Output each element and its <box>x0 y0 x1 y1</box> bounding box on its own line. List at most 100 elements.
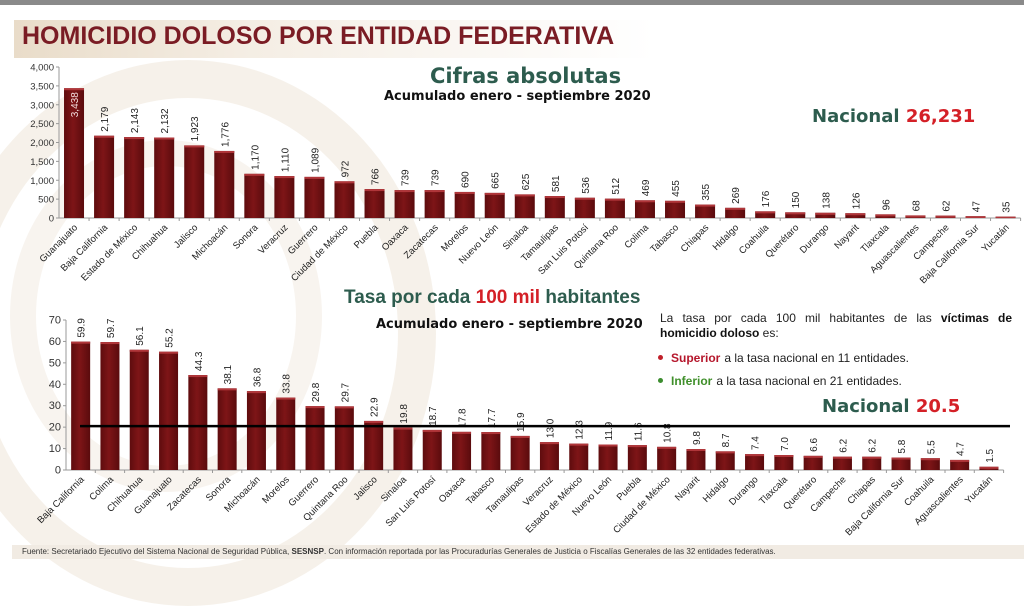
bar <box>845 213 866 218</box>
data-label: 17.8 <box>458 408 469 428</box>
bar <box>393 427 413 470</box>
data-label: 4.7 <box>956 442 967 456</box>
data-label: 36.8 <box>252 367 263 387</box>
data-label: 3,438 <box>70 92 81 117</box>
bar-top-highlight <box>154 137 175 140</box>
bar <box>364 420 384 470</box>
bar <box>424 190 445 218</box>
category-label: Colima <box>622 222 651 251</box>
bottom-nacional-rate: Nacional 20.5 <box>822 396 960 417</box>
bar-top-highlight <box>695 204 716 207</box>
y-tick-label: 40 <box>49 379 61 391</box>
data-label: 1,776 <box>220 121 231 146</box>
data-label: 8.7 <box>721 433 732 447</box>
bar <box>124 137 145 218</box>
category-label: Jalisco <box>172 222 200 250</box>
data-label: 62 <box>941 200 952 212</box>
bar-top-highlight <box>950 459 970 462</box>
bar <box>627 445 647 470</box>
data-label: 455 <box>671 180 682 197</box>
data-label: 766 <box>371 168 382 185</box>
bar <box>217 388 237 470</box>
source-footer: Fuente: Secretariado Ejecutivo del Siste… <box>12 545 1024 559</box>
data-label: 126 <box>851 192 862 209</box>
bullet-inferior: Inferior a la tasa nacional en 21 entida… <box>658 369 909 392</box>
data-label: 9.8 <box>692 431 703 445</box>
data-label: 536 <box>581 177 592 194</box>
data-label: 59.9 <box>77 318 88 338</box>
bar-top-highlight <box>334 181 355 184</box>
bottom-chart-subheading: Acumulado enero - septiembre 2020 <box>376 317 643 332</box>
category-label: Puebla <box>352 222 381 251</box>
category-label: Oaxaca <box>437 474 468 505</box>
bar <box>755 211 776 218</box>
bar <box>129 349 149 470</box>
bar <box>539 442 559 470</box>
y-tick-label: 0 <box>55 465 61 477</box>
y-tick-label: 3,500 <box>30 81 54 92</box>
bullet-text: a la tasa nacional en 11 entidades. <box>724 350 909 365</box>
bar <box>574 197 595 218</box>
footer-text-end: . Con información reportada por las Proc… <box>323 547 776 556</box>
bar-top-highlight <box>539 442 559 445</box>
bar <box>803 455 823 470</box>
data-label: 35 <box>1002 201 1013 213</box>
bar <box>481 432 501 470</box>
bullet-dot-icon <box>658 355 663 360</box>
data-label: 7.4 <box>751 436 762 450</box>
bar-top-highlight <box>124 137 145 140</box>
footer-text: Fuente: Secretariado Ejecutivo del Siste… <box>22 547 292 556</box>
data-label: 2,132 <box>160 108 171 133</box>
heading-part-2: habitantes <box>540 287 641 308</box>
bar-charts: 05001,0001,5002,0002,5003,0003,5004,0003… <box>30 63 1022 538</box>
absolute-figures-chart: 0 500 1,000 1,500 2,000 2,500 3,000 3,500 4,000 3… <box>30 63 1022 286</box>
bullet-text: a la tasa nacional en 21 entidades. <box>716 373 902 388</box>
bar-top-highlight <box>686 449 706 451</box>
data-label: 1,110 <box>280 147 291 172</box>
page-title: HOMICIDIO DOLOSO POR ENTIDAD FEDERATIVA <box>22 22 615 50</box>
category-label: Ciudad de México <box>289 222 351 284</box>
y-tick-label: 60 <box>49 336 61 348</box>
data-label: 972 <box>340 160 351 177</box>
data-label: 5.8 <box>897 439 908 453</box>
bar <box>94 135 115 218</box>
y-tick-label: 3,000 <box>30 100 54 111</box>
bar-top-highlight <box>184 145 205 148</box>
bar <box>950 459 970 470</box>
data-label: 55.2 <box>165 328 176 348</box>
data-label: 11.9 <box>604 421 615 440</box>
bar <box>665 200 686 218</box>
data-label: 2,143 <box>130 108 141 133</box>
bar-top-highlight <box>832 456 852 459</box>
heading-highlight: 100 mil <box>475 287 541 308</box>
data-label: 176 <box>761 190 772 207</box>
bar <box>188 375 208 470</box>
info-paragraph: La tasa por cada 100 mil habitantes de l… <box>660 311 1012 341</box>
data-label: 47 <box>972 201 983 213</box>
footer-bold: SESNSP <box>291 547 324 556</box>
bar <box>510 435 530 470</box>
data-label: 29.8 <box>311 382 322 402</box>
category-label: Durango <box>798 222 832 256</box>
bar <box>214 150 235 218</box>
data-label: 355 <box>701 183 712 200</box>
data-label: 11.6 <box>633 422 644 441</box>
bar <box>154 137 175 218</box>
bar-top-highlight <box>862 456 882 459</box>
bar-top-highlight <box>129 349 149 352</box>
bar-top-highlight <box>574 197 595 200</box>
bar-top-highlight <box>484 192 505 195</box>
bar-top-highlight <box>71 341 91 344</box>
data-label: 17.7 <box>487 408 498 428</box>
category-label: Yucatán <box>980 222 1012 254</box>
y-tick-label: 50 <box>49 357 61 369</box>
top-nacional-total: Nacional 26,231 <box>812 106 975 127</box>
nacional-label: Nacional <box>822 396 910 417</box>
data-label: 6.2 <box>838 438 849 452</box>
bar-top-highlight <box>785 212 806 215</box>
bar-top-highlight <box>875 214 896 217</box>
bullet-strong: Superior <box>671 350 721 365</box>
category-label: Nayarit <box>673 474 702 503</box>
bar <box>634 200 655 218</box>
bar <box>891 457 911 470</box>
